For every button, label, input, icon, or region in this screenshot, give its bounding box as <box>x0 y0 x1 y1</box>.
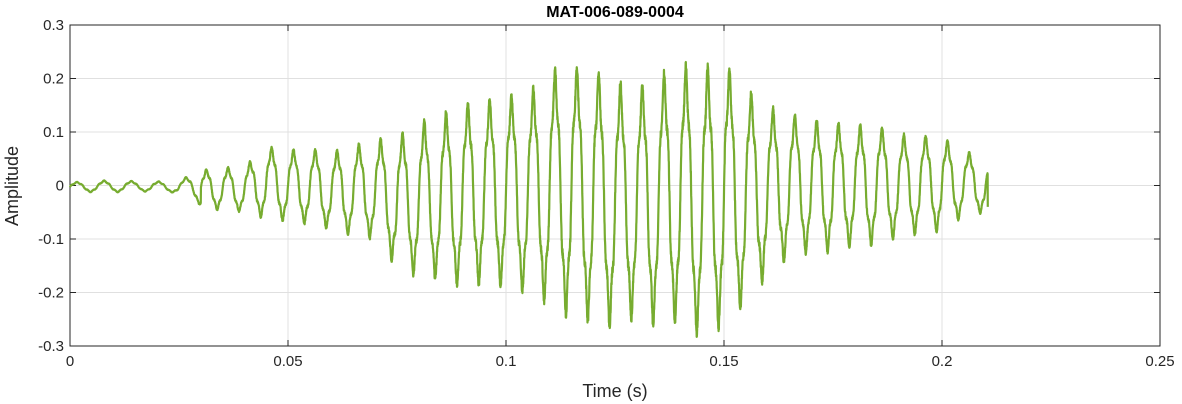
x-tick-label: 0 <box>66 353 74 370</box>
amplitude-series-line <box>68 60 989 338</box>
x-tick-label: 0.25 <box>1145 353 1174 370</box>
x-tick-labels: 0 0.05 0.1 0.15 0.2 0.25 <box>66 353 1175 370</box>
x-tick-label: 0.2 <box>932 353 953 370</box>
y-tick-label: -0.1 <box>38 231 64 248</box>
x-axis-label: Time (s) <box>582 381 647 401</box>
y-axis-label: Amplitude <box>2 146 22 226</box>
x-tick-label: 0.1 <box>496 353 517 370</box>
x-tick-label: 0.15 <box>709 353 738 370</box>
y-tick-label: -0.2 <box>38 285 64 302</box>
chart-title: MAT-006-089-0004 <box>546 4 684 21</box>
y-tick-labels: -0.3 -0.2 -0.1 0 0.1 0.2 0.3 <box>38 17 64 355</box>
y-tick-label: -0.3 <box>38 338 64 355</box>
x-tick-label: 0.05 <box>273 353 302 370</box>
y-tick-label: 0.2 <box>43 71 64 88</box>
y-tick-label: 0.1 <box>43 124 64 141</box>
y-tick-label: 0.3 <box>43 17 64 34</box>
y-tick-label: 0 <box>56 178 64 195</box>
